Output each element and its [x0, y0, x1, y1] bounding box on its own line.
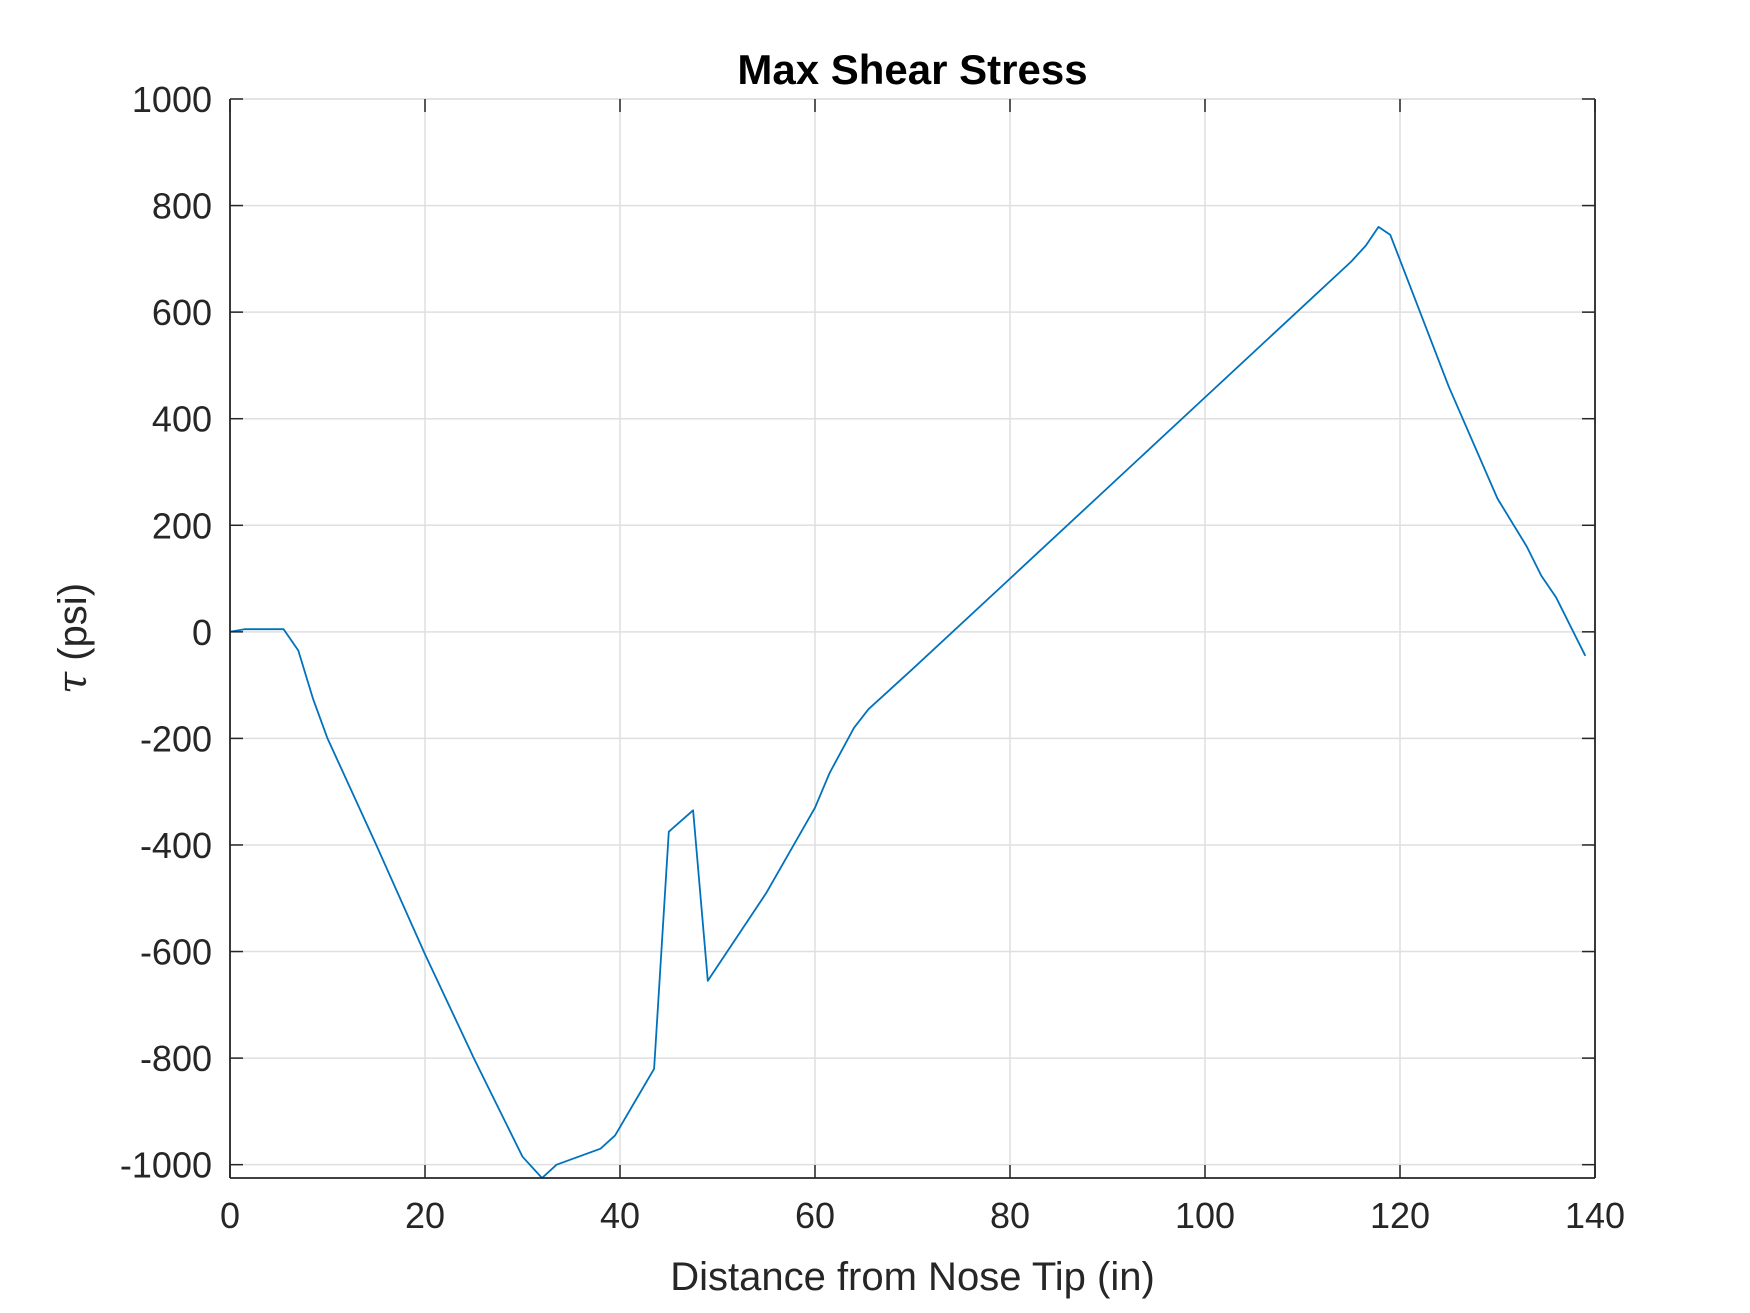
y-tick-label: 600 — [152, 292, 212, 333]
series-line-1 — [229, 225, 1587, 1179]
y-tick-label: -1000 — [120, 1145, 212, 1186]
x-axis-label: Distance from Nose Tip (in) — [670, 1255, 1155, 1299]
y-tick-label: -200 — [140, 718, 212, 759]
x-tick-label: 120 — [1370, 1195, 1430, 1236]
y-tick-label: -800 — [140, 1038, 212, 1079]
y-tick-label: 200 — [152, 505, 212, 546]
y-tick-label: 1000 — [132, 79, 212, 120]
plot-area — [230, 99, 1595, 1178]
y-tick-label: 800 — [152, 186, 212, 227]
axes-box — [229, 98, 1596, 1179]
tick-marks — [229, 98, 1596, 1178]
x-tick-label: 80 — [990, 1195, 1030, 1236]
y-axis-label: τ (psi) — [50, 583, 96, 694]
x-tick-label: 60 — [795, 1195, 835, 1236]
x-tick-label: 140 — [1565, 1195, 1625, 1236]
y-axis-unit: (psi) — [51, 583, 95, 672]
y-axis-symbol: τ — [50, 671, 96, 694]
chart-title: Max Shear Stress — [737, 46, 1087, 93]
x-tick-label: 100 — [1175, 1195, 1235, 1236]
x-tick-label: 40 — [600, 1195, 640, 1236]
x-tick-label: 20 — [405, 1195, 445, 1236]
series-layer — [229, 225, 1587, 1179]
x-tick-label: 0 — [220, 1195, 240, 1236]
tick-labels: 0 20 40 60 80 100 120 140 -1000 -800 -600 -400 -200 0… — [120, 79, 1625, 1236]
y-tick-label: -400 — [140, 825, 212, 866]
y-tick-label: -600 — [140, 932, 212, 973]
y-tick-label: 400 — [152, 399, 212, 440]
y-tick-label: 0 — [192, 612, 212, 653]
